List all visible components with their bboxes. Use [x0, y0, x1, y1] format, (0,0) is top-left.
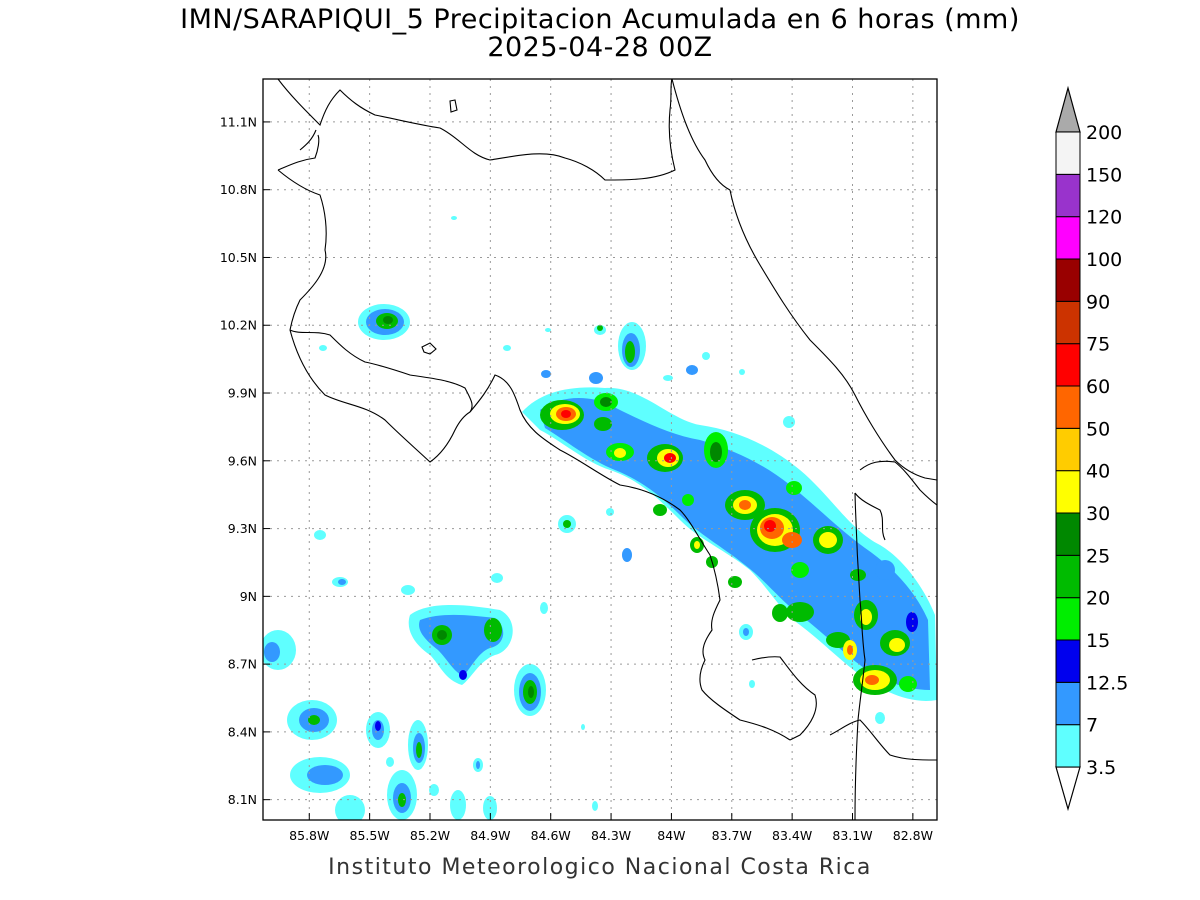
- colorbar-label: 100: [1086, 249, 1122, 271]
- precipitation-field: [263, 216, 937, 820]
- lon-tick-label: 84W: [657, 828, 685, 843]
- colorbar-swatch: [1055, 724, 1081, 768]
- colorbar-swatch: [1055, 216, 1081, 260]
- colorbar-label: 120: [1086, 207, 1122, 229]
- map-subtitle-datetime: 2025-04-28 00Z: [487, 32, 713, 63]
- colorbar-swatch: [1055, 470, 1081, 514]
- colorbar-swatch: [1055, 597, 1081, 641]
- nicaragua-caribbean-coast: [671, 79, 731, 191]
- colorbar: 3.5 7 12.5 15 20 25 30 40 50 60 75 90 100 120 150 200: [1055, 85, 1128, 812]
- lat-tick-label: 8.4N: [228, 724, 257, 739]
- colorbar-label: 50: [1086, 418, 1110, 440]
- lat-tick-label: 11.1N: [220, 114, 257, 129]
- osa-peninsula: [751, 656, 817, 741]
- lon-tick-label: 84.3W: [591, 828, 631, 843]
- lon-tick-label: 83.4W: [772, 828, 812, 843]
- lon-tick-label: 85.8W: [289, 828, 329, 843]
- lat-tick-label: 8.7N: [228, 657, 257, 672]
- lat-tick-label: 10.2N: [220, 318, 257, 333]
- map-frame: [262, 78, 938, 821]
- colorbar-label: 60: [1086, 376, 1110, 398]
- lon-tick-label: 84.9W: [470, 828, 510, 843]
- colorbar-swatch: [1055, 258, 1081, 302]
- colorbar-swatch: [1055, 427, 1081, 472]
- burica-coast: [829, 719, 937, 761]
- nicoya-gulf-coast: [469, 374, 791, 741]
- lon-tick-label: 83.7W: [712, 828, 752, 843]
- lat-tick-label: 9.3N: [228, 521, 257, 536]
- colorbar-label: 25: [1086, 545, 1110, 567]
- chiriqui-lagoon: [854, 492, 886, 541]
- coastal-inlet: [421, 342, 437, 355]
- lon-tick-label: 83.1W: [832, 828, 872, 843]
- lat-tick-label: 9.6N: [228, 453, 257, 468]
- map-axes: 11.1N 10.8N 10.5N 10.2N 9.9N 9.6N 9.3N 9N 8.7N 8.…: [220, 114, 933, 843]
- colorbar-label: 40: [1086, 461, 1110, 483]
- colorbar-over-arrow: [1055, 85, 1081, 133]
- caribbean-coast: [729, 189, 937, 481]
- lat-tick-label: 9.9N: [228, 386, 257, 401]
- footer-credit: Instituto Meteorologico Nacional Costa R…: [328, 855, 872, 880]
- lon-tick-label: 85.5W: [350, 828, 390, 843]
- nicoya-peninsula: [289, 329, 471, 463]
- panama-border: [854, 492, 866, 820]
- colorbar-swatch: [1055, 173, 1081, 218]
- lat-tick-label: 9N: [240, 589, 257, 604]
- rain-band-north: [522, 322, 937, 701]
- colorbar-swatch: [1055, 639, 1081, 683]
- colorbar-label: 75: [1086, 334, 1110, 356]
- bocas-del-toro-coast: [859, 460, 937, 506]
- colorbar-label: 30: [1086, 503, 1110, 525]
- colorbar-label: 90: [1086, 291, 1110, 313]
- colorbar-swatch: [1055, 300, 1081, 345]
- colorbar-swatch: [1055, 681, 1081, 726]
- lat-tick-label: 10.8N: [220, 182, 257, 197]
- rain-cells-pacific: [263, 605, 546, 820]
- lon-tick-label: 82.8W: [893, 828, 933, 843]
- colorbar-swatch: [1055, 343, 1081, 387]
- nicaragua-coastline-lake: [277, 79, 676, 181]
- colorbar-label: 3.5: [1086, 757, 1116, 779]
- lake-island: [449, 99, 458, 113]
- coastlines: [277, 79, 937, 820]
- colorbar-swatch: [1055, 131, 1081, 175]
- lat-tick-label: 10.5N: [220, 250, 257, 265]
- nicaragua-pacific-coast: [277, 134, 320, 171]
- colorbar-label: 12.5: [1086, 672, 1128, 694]
- colorbar-label: 150: [1086, 164, 1122, 186]
- colorbar-under-arrow: [1055, 766, 1081, 812]
- colorbar-label: 200: [1086, 122, 1122, 144]
- colorbar-swatch: [1055, 385, 1081, 429]
- costa-rica-north-border: [277, 169, 327, 331]
- colorbar-swatch: [1055, 554, 1081, 599]
- lat-lon-grid: [263, 79, 937, 820]
- colorbar-label: 20: [1086, 588, 1110, 610]
- colorbar-swatch: [1055, 512, 1081, 556]
- lat-tick-label: 8.1N: [228, 792, 257, 807]
- lon-tick-label: 84.6W: [531, 828, 571, 843]
- lon-tick-label: 85.2W: [410, 828, 450, 843]
- map-title: IMN/SARAPIQUI_5 Precipitacion Acumulada …: [180, 4, 1020, 35]
- colorbar-label: 15: [1086, 630, 1110, 652]
- rain-cell: [358, 304, 410, 340]
- santa-elena-peninsula: [289, 329, 473, 413]
- nicaragua-lake-shore: [299, 129, 317, 151]
- colorbar-label: 7: [1086, 715, 1098, 737]
